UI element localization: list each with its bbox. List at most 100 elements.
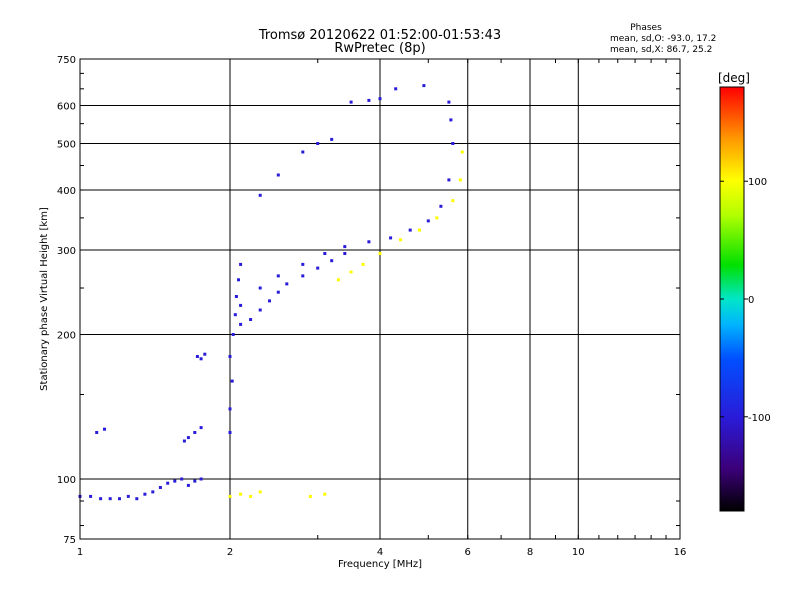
data-point (249, 318, 253, 321)
data-point (193, 479, 197, 483)
data-point (460, 150, 464, 154)
data-point (258, 193, 262, 197)
data-point (285, 282, 289, 286)
data-point (349, 270, 353, 274)
colorbar-tick-label: 0 (748, 295, 754, 306)
data-point (118, 497, 121, 501)
data-point (316, 266, 320, 270)
data-point (330, 259, 334, 263)
y-tick-label: 300 (57, 246, 76, 257)
data-point (158, 486, 162, 489)
data-point (276, 290, 280, 294)
data-point (343, 252, 347, 255)
data-point (186, 483, 190, 487)
data-point (135, 497, 139, 501)
data-point (228, 494, 232, 498)
data-point (367, 240, 371, 244)
colorbar-tick-label: -100 (748, 413, 771, 424)
data-point (195, 355, 199, 358)
data-point (268, 299, 271, 303)
data-point (447, 178, 451, 182)
chart-title: Tromsø 20120622 01:52:00-01:53:43 (258, 28, 501, 43)
colorbar-label: [deg] (718, 71, 750, 85)
data-point (203, 352, 207, 356)
data-point (151, 490, 155, 494)
data-point (258, 308, 262, 312)
data-point (231, 333, 235, 336)
data-point (451, 142, 455, 145)
data-point (233, 313, 237, 317)
grid-lines (80, 59, 680, 539)
data-point (166, 481, 170, 485)
data-point (308, 494, 312, 498)
data-point (258, 286, 262, 290)
data-point (389, 236, 393, 240)
phases-x-stats: mean, sd,X: 86.7, 25.2 (610, 45, 712, 55)
data-point (249, 494, 253, 498)
data-point (301, 274, 305, 278)
data-points (78, 84, 464, 501)
data-point (349, 100, 353, 104)
y-tick-label: 500 (57, 140, 76, 151)
data-point (367, 98, 371, 102)
x-tick-label: 8 (527, 547, 533, 558)
data-point (276, 173, 280, 177)
data-point (186, 436, 190, 440)
x-tick-label: 16 (674, 547, 687, 558)
data-point (399, 238, 403, 242)
y-tick-label: 100 (57, 475, 76, 486)
data-point (234, 295, 238, 298)
chart-subtitle: RwPretec (8p) (334, 41, 425, 56)
data-point (323, 252, 327, 255)
data-point (394, 87, 398, 91)
y-axis-ticks: 75 100 200 300 400 500 600 750 (57, 55, 680, 546)
data-point (239, 492, 243, 496)
data-point (378, 97, 382, 101)
data-point (199, 477, 203, 481)
data-point (237, 278, 240, 282)
y-tick-label: 200 (57, 331, 76, 342)
data-point (193, 431, 197, 434)
data-point (180, 477, 184, 481)
data-point (408, 228, 412, 232)
data-point (439, 204, 443, 208)
data-point (426, 219, 430, 223)
x-axis-label: Frequency [MHz] (338, 559, 422, 570)
data-point (378, 252, 382, 255)
data-point (173, 479, 177, 483)
data-point (89, 494, 93, 498)
colorbar-ticks: 100 0 -100 (720, 177, 771, 424)
data-point (301, 262, 305, 266)
y-tick-label: 600 (57, 102, 76, 113)
y-tick-label: 750 (57, 55, 76, 66)
data-point (126, 494, 130, 498)
x-tick-label: 4 (377, 547, 383, 558)
data-point (418, 228, 421, 232)
data-point (449, 118, 453, 122)
data-point (301, 150, 305, 154)
data-point (103, 427, 106, 431)
data-point (330, 137, 334, 141)
data-point (239, 262, 243, 266)
x-tick-label: 2 (227, 547, 233, 558)
x-axis-ticks: 1 2 4 6 8 10 16 (77, 59, 687, 558)
x-tick-label: 1 (77, 547, 83, 558)
data-point (199, 426, 203, 430)
data-point (143, 492, 147, 496)
data-point (323, 492, 327, 496)
data-point (228, 431, 232, 434)
data-point (361, 262, 365, 266)
data-point (182, 439, 186, 443)
data-point (336, 278, 340, 282)
x-tick-label: 6 (465, 547, 471, 558)
data-point (239, 303, 243, 307)
y-tick-label: 75 (63, 535, 76, 546)
colorbar-tick-label: 100 (748, 177, 767, 188)
data-point (228, 355, 232, 358)
data-point (316, 142, 320, 145)
data-point (99, 497, 103, 501)
data-point (422, 84, 426, 88)
data-point (230, 379, 234, 383)
phases-heading: Phases (630, 23, 662, 33)
